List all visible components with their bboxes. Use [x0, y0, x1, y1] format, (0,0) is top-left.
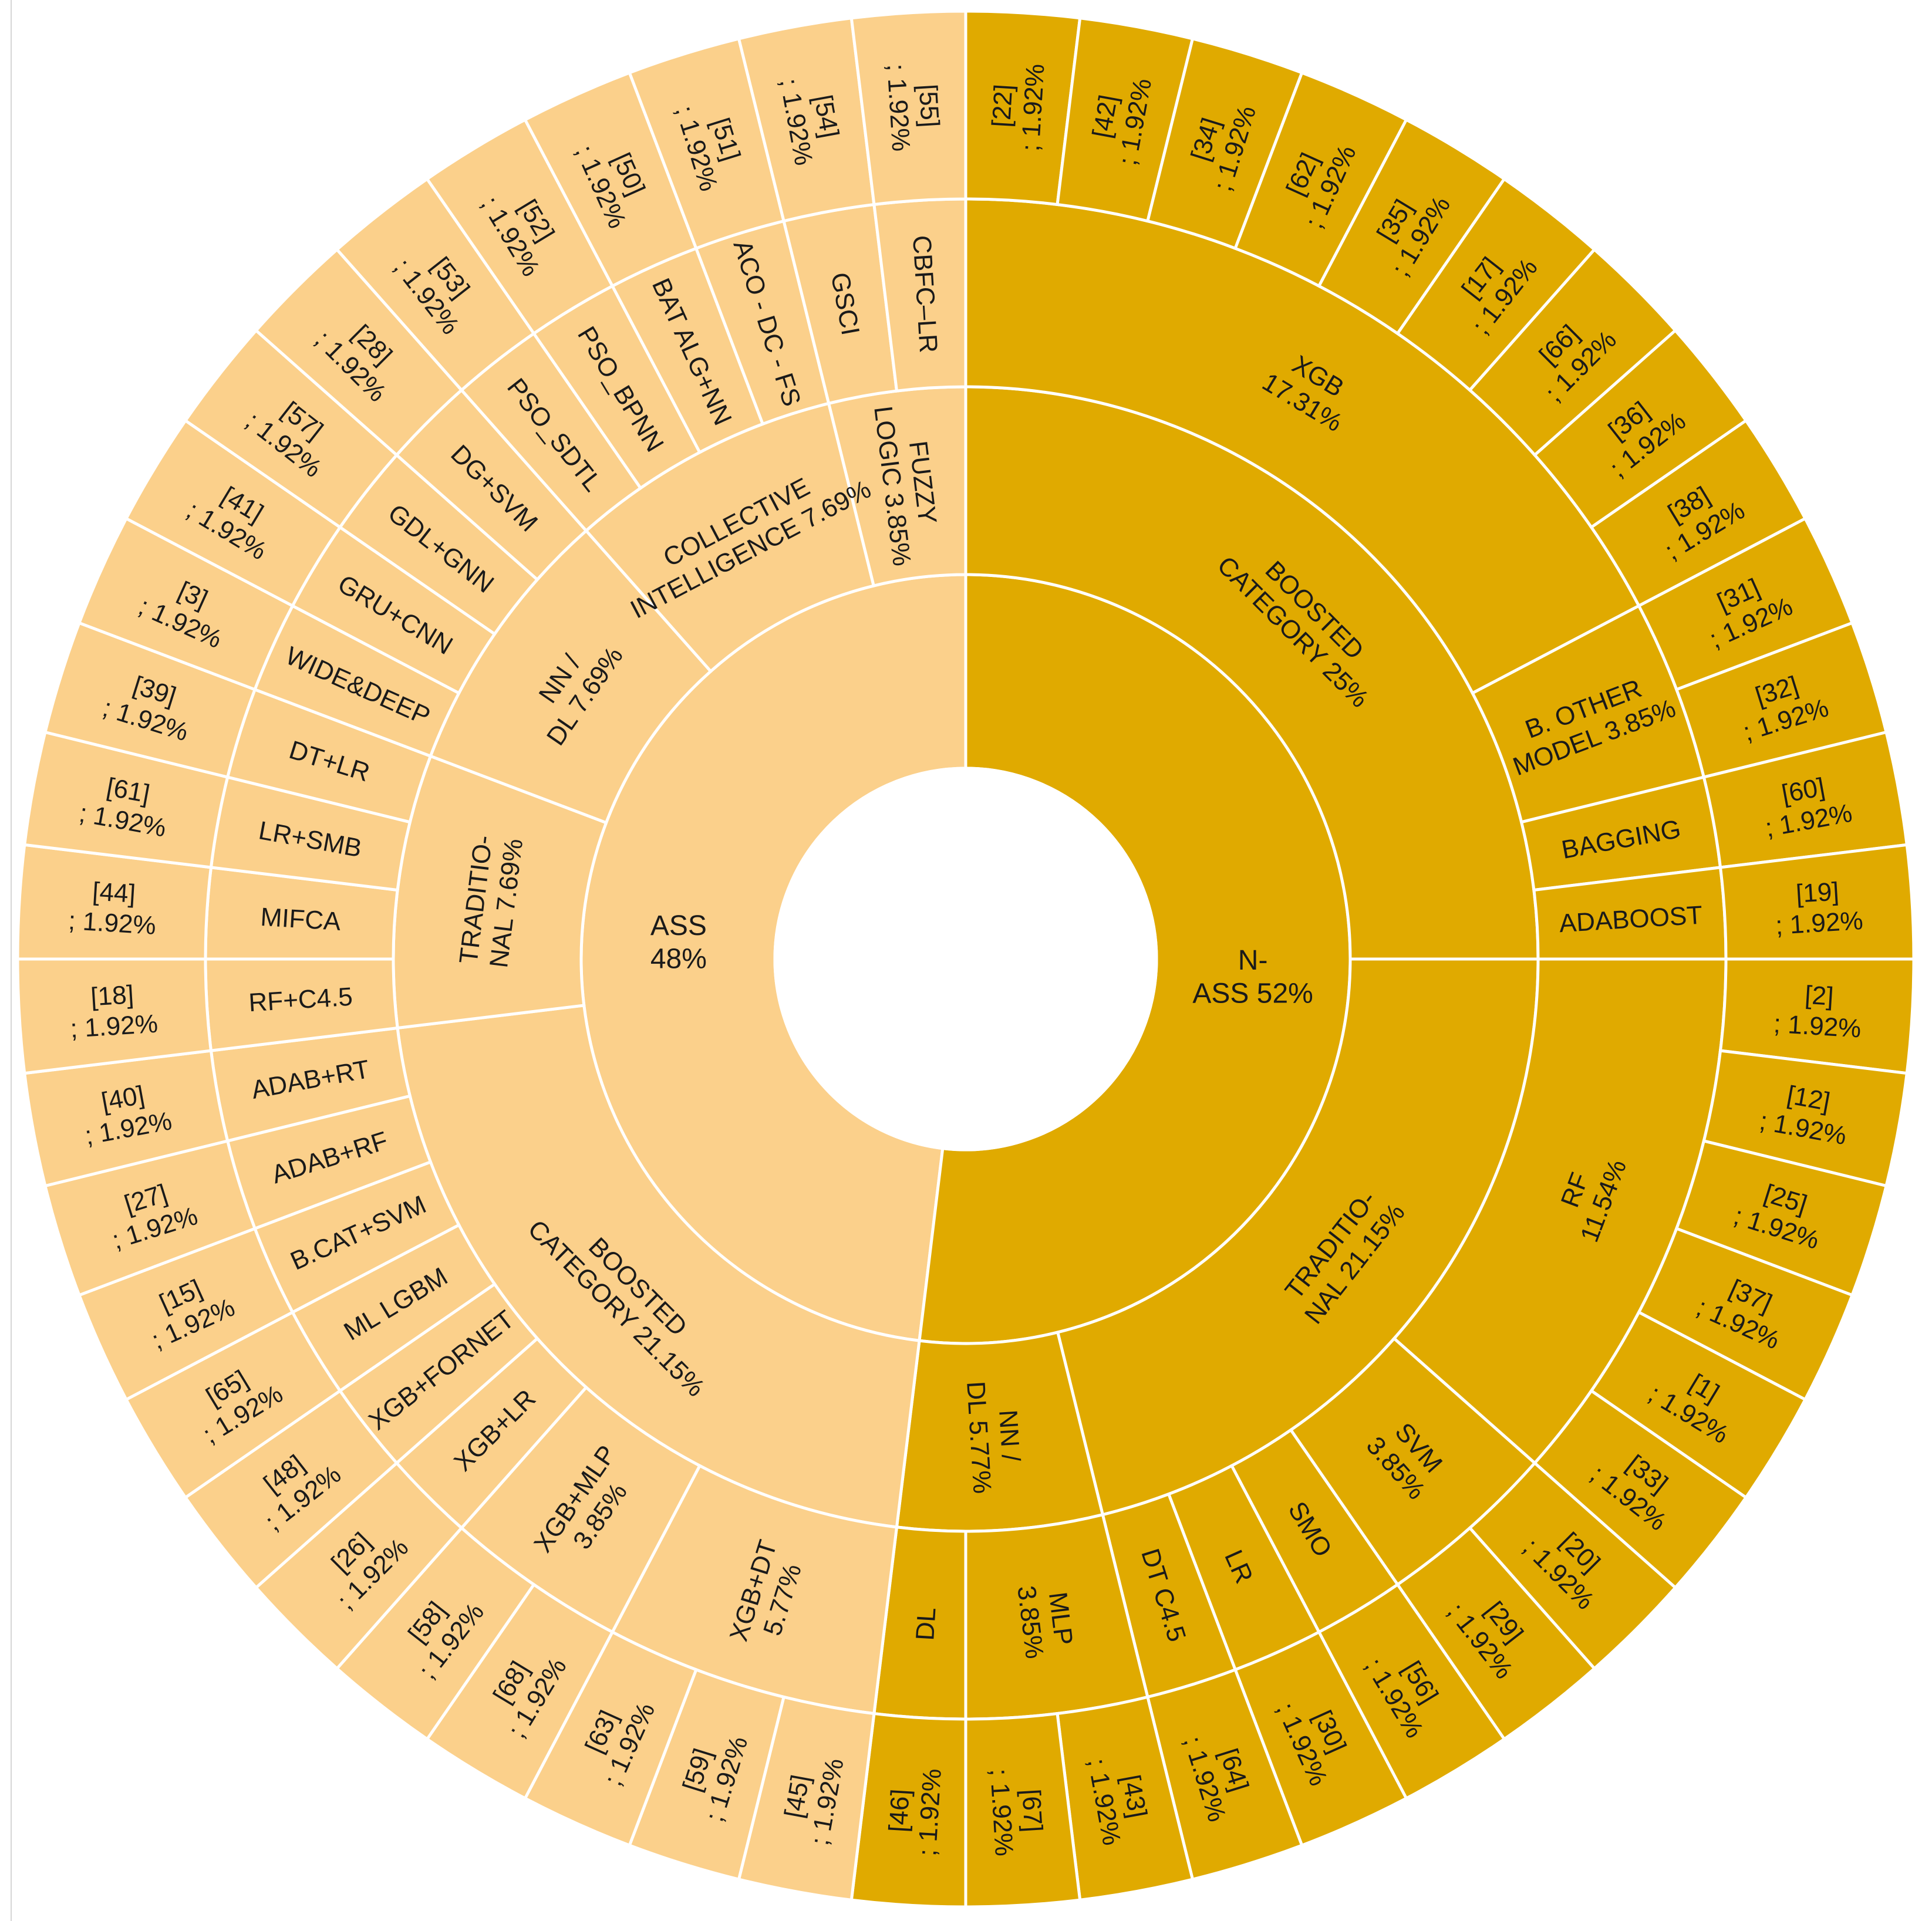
label-ring2-mifca: MIFCA: [259, 903, 342, 936]
label-ring3-18-1-92: [18]; 1.92%: [68, 979, 159, 1044]
sunburst-segments: [16, 9, 1916, 1909]
label-ring3-43-1-92: [43]; 1.92%: [1082, 1751, 1156, 1848]
segment-ring3-55-1-92: [849, 9, 967, 207]
label-ring3-31-1-92: [31]; 1.92%: [1692, 564, 1797, 654]
label-ring0-n-ass-52: N-ASS 52%: [1192, 945, 1313, 1010]
label-ring3-2-1-92: [2]; 1.92%: [1773, 979, 1864, 1044]
label-ring3-46-1-92: [46]; 1.92%: [882, 1766, 947, 1857]
label-ring3-19-1-92: [19]; 1.92%: [1773, 876, 1864, 940]
label-ring2-dl: DL: [911, 1606, 941, 1641]
label-ring1-nn-dl-5-77: NN /DL 5.77%: [961, 1379, 1027, 1494]
center-hole: [773, 767, 1158, 1152]
label-ring3-22-1-92: [22]; 1.92%: [986, 61, 1050, 152]
label-ring0-ass-48: ASS 48%: [650, 910, 707, 975]
label-ring3-44-1-92: [44]; 1.92%: [68, 876, 159, 940]
label-ring2-rf-c4-5: RF+C4.5: [248, 983, 353, 1018]
label-ring3-67-1-92: [67]; 1.92%: [984, 1766, 1049, 1857]
left-border-line: [11, 0, 12, 1921]
label-ring3-55-1-92: [55]; 1.92%: [881, 61, 946, 152]
label-ring2-cbfc-lr: CBFC–LR: [907, 235, 943, 354]
